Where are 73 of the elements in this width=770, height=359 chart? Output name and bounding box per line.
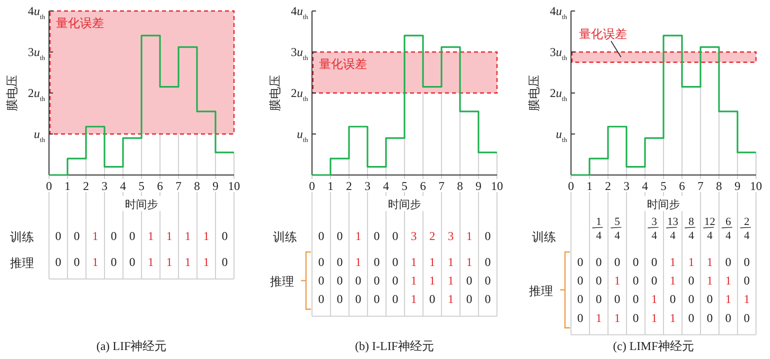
x-tick-label: 10 [491, 179, 503, 193]
text: (a) LIF神经元 [96, 339, 167, 353]
x-tick-label: 1 [328, 179, 334, 193]
x-tick-label: 6 [420, 179, 426, 193]
y-tick-label: u$_{th}$ [34, 127, 46, 144]
x-tick-label: 6 [679, 179, 685, 193]
x-tick-label: 9 [212, 179, 218, 193]
x-tick-label: 4 [642, 179, 648, 193]
x-tick-label: 9 [476, 179, 482, 193]
x-tick-label: 5 [402, 179, 408, 193]
x-axis-title: 时间步 [388, 198, 421, 211]
band-label: 量化误差 [579, 27, 627, 41]
x-tick-label: 4 [383, 179, 389, 193]
text: 训练 [532, 230, 556, 244]
text: 0 0 1 0 0 1 1 1 1 0 [55, 229, 228, 243]
text: 推理 [270, 274, 294, 289]
x-tick-label: 0 [309, 179, 315, 193]
text: 0 0 0 0 1 0 0 0 1 1 [577, 292, 750, 306]
x-tick-label: 3 [102, 179, 108, 193]
x-tick-label: 1 [64, 179, 70, 193]
y-tick-label: 2u$_{th}$ [290, 86, 309, 102]
y-tick-label: 4u$_{th}$ [290, 4, 309, 20]
y-tick-label: 3u$_{th}$ [550, 45, 568, 62]
x-tick-label: 0 [46, 179, 52, 193]
text: 0 0 0 0 0 1 1 1 0 0 [577, 255, 750, 269]
x-tick-label: 8 [457, 179, 463, 193]
text: 推理 [529, 284, 553, 298]
y-tick-label: 4u$_{th}$ [550, 4, 568, 20]
y-tick-label: 2u$_{th}$ [550, 86, 568, 102]
text: 0 1 1 0 1 1 0 0 0 0 [577, 310, 750, 325]
x-tick-label: 10 [228, 179, 240, 193]
text: 0 0 0 0 0 1 0 1 0 0 [318, 292, 491, 306]
text: 训练 [10, 230, 34, 244]
text: 0 0 0 0 0 1 1 1 0 0 [318, 274, 491, 288]
x-tick-label: 2 [83, 179, 89, 193]
y-tick-label: 2u$_{th}$ [28, 86, 46, 102]
x-tick-label: 10 [750, 179, 762, 193]
x-tick-label: 8 [194, 179, 200, 193]
y-axis-title: 膜电压 [268, 75, 282, 111]
y-tick-label: u$_{th}$ [296, 127, 309, 144]
x-tick-label: 7 [176, 179, 182, 193]
y-axis-title: 膜电压 [5, 75, 19, 111]
y-tick-label: 3u$_{th}$ [290, 45, 309, 62]
x-axis-title: 时间步 [125, 198, 158, 211]
band-label: 量化误差 [56, 16, 104, 30]
x-tick-label: 3 [364, 179, 370, 193]
text: (b) I-LIF神经元 [355, 339, 434, 353]
text: 0 0 1 0 0 1 0 1 1 0 [577, 274, 750, 288]
y-axis-title: 膜电压 [527, 75, 541, 111]
text: 训练 [273, 230, 297, 244]
y-tick-label: 3u$_{th}$ [28, 45, 46, 62]
x-tick-label: 1 [586, 179, 592, 193]
x-axis-title: 时间步 [647, 198, 680, 211]
x-tick-label: 8 [716, 179, 722, 193]
x-tick-label: 3 [624, 179, 630, 193]
text: (c) LIMF神经元 [613, 339, 694, 353]
x-tick-label: 0 [568, 179, 574, 193]
x-tick-label: 5 [660, 179, 666, 193]
x-tick-label: 5 [138, 179, 144, 193]
x-tick-label: 4 [120, 179, 126, 193]
x-tick-label: 9 [734, 179, 740, 193]
y-tick-label: u$_{th}$ [556, 127, 568, 144]
band-label: 量化误差 [319, 57, 367, 71]
x-tick-label: 2 [605, 179, 611, 193]
x-tick-label: 2 [346, 179, 352, 193]
x-tick-label: 7 [698, 179, 704, 193]
text: 推理 [10, 256, 34, 270]
text: 0 0 1 0 0 1 1 1 1 0 [55, 255, 228, 269]
x-tick-label: 6 [157, 179, 163, 193]
y-tick-label: 4u$_{th}$ [28, 4, 46, 20]
text: 0 0 1 0 0 1 1 1 1 0 [318, 255, 491, 269]
x-tick-label: 7 [438, 179, 444, 193]
text: 0 0 1 0 0 3 2 3 1 0 [318, 229, 491, 243]
